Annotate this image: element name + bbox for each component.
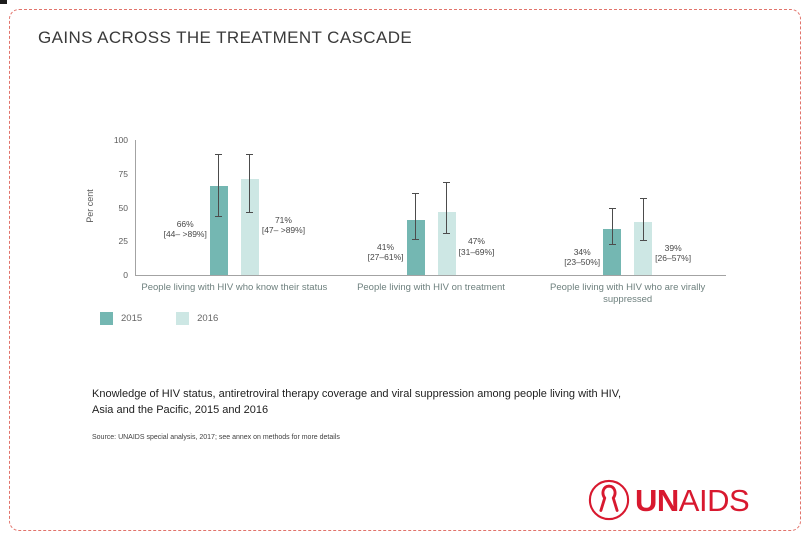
bar-2015 bbox=[406, 219, 425, 275]
legend-label: 2016 bbox=[197, 313, 219, 324]
error-bar bbox=[446, 181, 447, 234]
error-bar-cap bbox=[215, 215, 223, 217]
error-bar-cap bbox=[246, 211, 254, 213]
error-bar-cap bbox=[639, 198, 647, 200]
legend-swatch bbox=[176, 312, 190, 325]
unaids-logo: UNAIDS bbox=[588, 479, 750, 521]
value-percent: 34% bbox=[573, 246, 591, 257]
legend-item-2015: 2015 bbox=[100, 312, 142, 325]
bar-2015 bbox=[603, 229, 622, 275]
value-label: 47% [31–69%] bbox=[459, 236, 495, 257]
error-bar-cap bbox=[412, 192, 419, 194]
slide-title: GAINS ACROSS THE TREATMENT CASCADE bbox=[38, 28, 413, 47]
plot-area: 0 25 50 75 100 People living with HIV who kno… bbox=[114, 135, 726, 305]
chart-legend: 2015 2016 bbox=[100, 312, 218, 325]
value-label: 41% [27–61%] bbox=[368, 242, 404, 263]
y-tick-label: 0 bbox=[123, 270, 128, 280]
error-bar bbox=[642, 198, 644, 240]
value-percent: 66% bbox=[176, 218, 194, 229]
error-bar-cap bbox=[412, 238, 419, 240]
y-tick-label: 75 bbox=[118, 168, 128, 179]
value-label: 34% [23–50%] bbox=[564, 247, 600, 268]
y-axis-title: Per cent bbox=[85, 189, 95, 223]
y-tick-label: 25 bbox=[118, 236, 128, 247]
error-bar-cap bbox=[443, 181, 450, 183]
x-category-label: People living with HIV who know their st… bbox=[141, 282, 328, 293]
value-ci-range: [44– >89%] bbox=[163, 229, 207, 240]
value-ci-range: [47– >89%] bbox=[261, 225, 306, 236]
logo-un: UN bbox=[635, 482, 679, 518]
bar-2016 bbox=[634, 222, 653, 275]
y-tick-label: 50 bbox=[118, 202, 128, 213]
error-bar bbox=[415, 192, 416, 239]
y-tick-label: 100 bbox=[113, 135, 128, 145]
value-ci-range: [23–50%] bbox=[564, 257, 601, 268]
error-bar-cap bbox=[608, 207, 616, 209]
value-percent: 39% bbox=[664, 242, 682, 253]
error-bar-cap bbox=[246, 153, 254, 155]
value-ci-range: [26–57%] bbox=[655, 253, 692, 264]
chart-caption: Knowledge of HIV status, antiretroviral … bbox=[92, 386, 621, 418]
error-bar-cap bbox=[215, 153, 223, 155]
error-bar bbox=[611, 207, 613, 244]
bar-2015 bbox=[209, 185, 228, 275]
error-bar-cap bbox=[639, 239, 647, 241]
error-bar-cap bbox=[443, 233, 450, 235]
error-bar bbox=[218, 153, 220, 216]
value-label: 66% [44– >89%] bbox=[164, 219, 207, 240]
value-ci-range: [31–69%] bbox=[458, 246, 495, 257]
legend-label: 2015 bbox=[121, 313, 143, 324]
value-ci-range: [27–61%] bbox=[367, 252, 404, 263]
unaids-emblem-icon bbox=[588, 479, 630, 521]
error-bar bbox=[249, 153, 251, 212]
unaids-wordmark: UNAIDS bbox=[635, 482, 750, 518]
value-label: 71% [47– >89%] bbox=[262, 215, 305, 236]
caption-line-1: Knowledge of HIV status, antiretroviral … bbox=[92, 388, 622, 400]
bar-2016 bbox=[240, 179, 259, 275]
x-category-label: People living with HIV who are virally s… bbox=[550, 282, 706, 305]
value-percent: 71% bbox=[274, 214, 292, 225]
corner-artifact bbox=[0, 0, 7, 4]
caption-line-2: Asia and the Pacific, 2015 and 2016 bbox=[92, 404, 269, 416]
value-label: 39% [26–57%] bbox=[655, 243, 691, 264]
value-percent: 47% bbox=[467, 236, 485, 247]
error-bar-cap bbox=[608, 243, 616, 245]
legend-item-2016: 2016 bbox=[176, 312, 218, 325]
logo-aids: AIDS bbox=[678, 482, 750, 518]
x-category-label: People living with HIV on treatment bbox=[357, 282, 505, 293]
legend-swatch bbox=[100, 312, 113, 325]
source-note: Source: UNAIDS special analysis, 2017; s… bbox=[92, 434, 340, 441]
bar-2016 bbox=[437, 211, 456, 275]
value-percent: 41% bbox=[377, 241, 395, 252]
